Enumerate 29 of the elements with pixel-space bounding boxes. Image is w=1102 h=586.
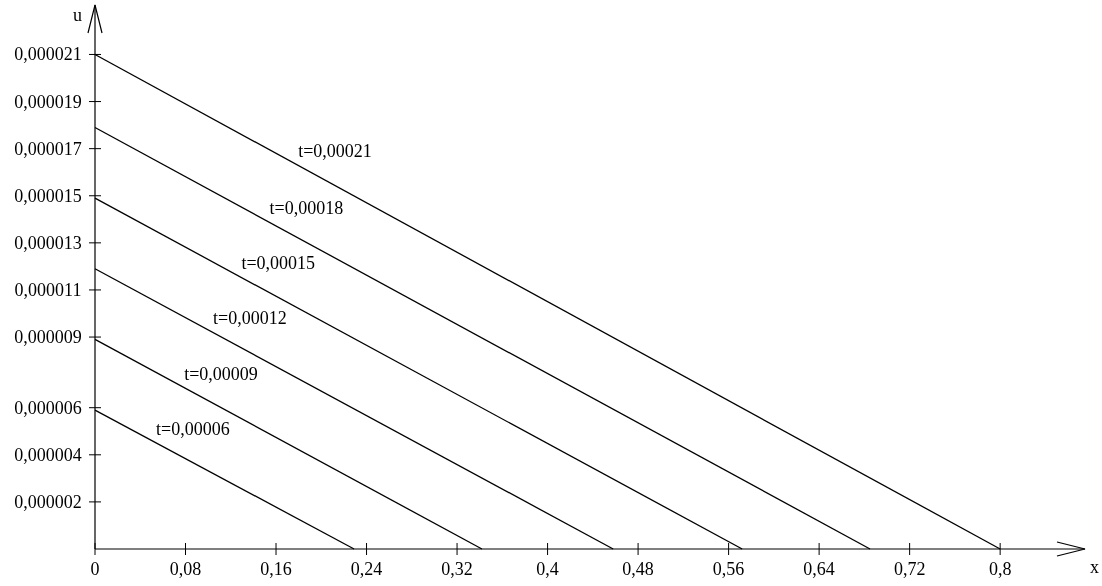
x-axis-title: x <box>1090 557 1099 577</box>
y-tick-label: 0,000004 <box>14 444 82 465</box>
y-tick-label: 0,000013 <box>14 232 82 253</box>
series-label: t=0,00009 <box>184 363 258 384</box>
series-label: t=0,00021 <box>298 141 372 162</box>
y-tick-label: 0,000006 <box>14 397 82 418</box>
x-tick-label: 0,72 <box>893 559 926 579</box>
x-tick-label: 0,08 <box>169 559 202 579</box>
y-tick-label: 0,000015 <box>14 185 82 206</box>
x-tick-label: 0,16 <box>260 559 292 579</box>
series-label: t=0,00015 <box>241 253 316 274</box>
x-tick-label: 0,56 <box>712 559 745 579</box>
y-tick-label: 0,000017 <box>14 138 82 159</box>
y-axis-title: u <box>73 5 82 25</box>
y-tick-label: 0,000011 <box>14 279 82 300</box>
series-label: t=0,00018 <box>269 198 344 219</box>
x-tick-label: 0,8 <box>988 559 1012 579</box>
x-tick-label: 0,4 <box>536 559 559 579</box>
x-tick-label: 0,48 <box>622 559 654 579</box>
series-label: t=0,00012 <box>213 308 287 329</box>
x-tick-label: 0 <box>90 559 100 579</box>
y-tick-label: 0,000009 <box>14 327 82 348</box>
y-tick-label: 0,000002 <box>14 491 82 512</box>
y-tick-label: 0,000021 <box>14 44 82 65</box>
y-tick-label: 0,000019 <box>14 91 82 112</box>
x-tick-label: 0,24 <box>350 559 383 579</box>
x-tick-label: 0,32 <box>441 559 473 579</box>
x-tick-label: 0,64 <box>803 559 835 579</box>
series-label: t=0,00006 <box>156 418 230 439</box>
